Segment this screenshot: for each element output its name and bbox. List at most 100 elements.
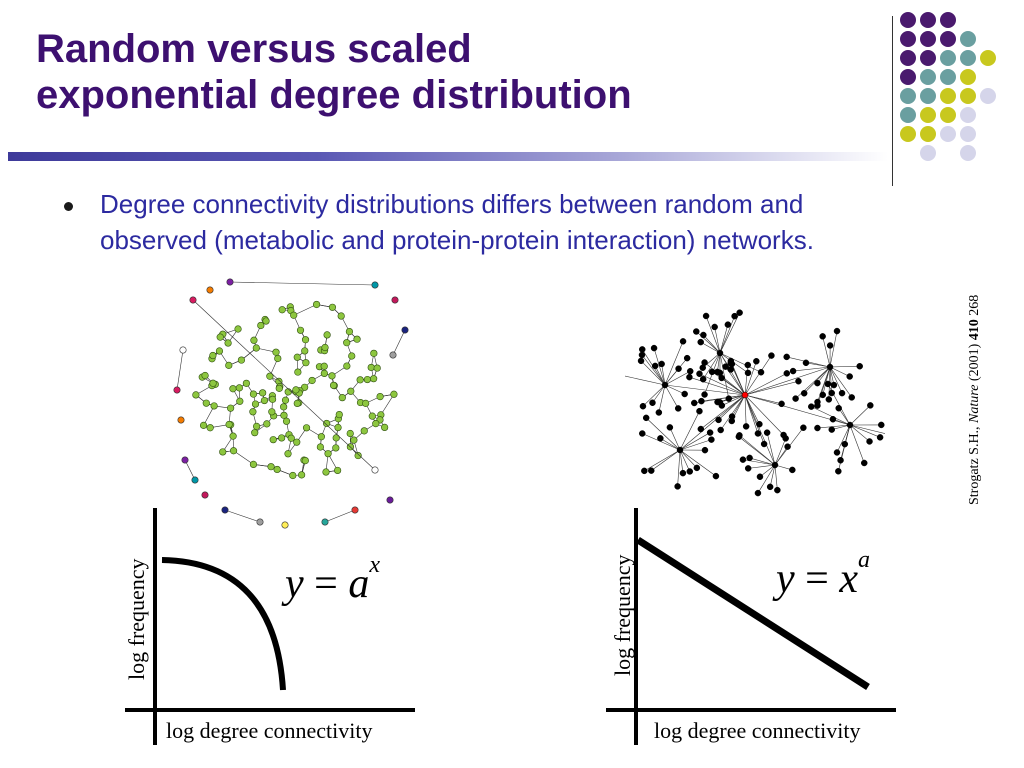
network-node [716,398,724,406]
network-node [206,424,214,432]
network-node [736,309,743,316]
network-node [826,363,834,371]
network-edge [811,406,851,426]
network-node [278,306,286,314]
network-node [199,421,208,429]
network-node [833,449,841,456]
network-node [381,423,389,432]
right-plot-ylabel: log frequency [610,554,635,676]
network-edge [700,341,721,354]
network-edge [224,509,261,523]
decorative-dot [900,107,916,123]
network-node [699,375,707,383]
network-node [317,433,325,441]
title-line-1: Random versus scaled [36,27,472,71]
decorative-dot [960,88,976,104]
left-eq-op: = [303,561,349,607]
network-node [332,444,340,452]
network-node [722,363,729,370]
network-node [638,351,646,359]
network-edge [829,365,860,368]
network-node [191,476,199,484]
decorative-dot [920,107,936,123]
decorative-dot [940,126,956,142]
network-node [237,356,246,364]
network-node [783,353,790,361]
network-node [741,391,749,399]
network-node [367,363,375,372]
network-node [824,380,832,388]
network-node [819,391,827,399]
network-edge [293,304,317,316]
network-node [782,435,789,442]
network-node [298,471,306,479]
network-edge [664,384,685,395]
title-underline [8,152,888,161]
network-edge [641,354,666,386]
network-node [837,457,844,464]
right-plot-xlabel: log degree connectivity [654,718,861,743]
network-node [735,433,743,441]
network-node [725,395,733,402]
network-edge [679,449,684,474]
network-node [716,349,724,357]
network-edge [679,394,746,451]
network-edge [719,352,731,370]
network-node [256,518,264,526]
title-line-2: exponential degree distribution [36,73,632,117]
network-edge [817,366,831,406]
left-plot-ylabel: log frequency [124,558,149,680]
network-edge [679,449,698,469]
network-node [280,403,288,411]
network-node [320,362,328,370]
network-node [699,364,706,371]
network-node [686,367,694,375]
network-node [744,369,752,377]
network-edge [719,324,729,354]
decorative-dot [960,69,976,85]
network-edge [677,449,681,487]
network-node [717,426,724,434]
network-node [210,402,218,410]
network-node [658,360,665,368]
left-plot-equation: y = ax [285,552,380,608]
network-edge [748,464,776,469]
network-edge [705,315,721,354]
network-node [215,347,224,355]
network-edge [719,316,735,354]
network-node [373,364,381,372]
network-node [329,381,338,389]
network-node [173,386,181,394]
network-edge [817,424,851,429]
network-node [251,429,259,437]
network-node [698,397,705,405]
network-node [227,404,235,412]
network-node [814,402,821,409]
network-node [250,336,258,344]
network-node [686,373,693,381]
network-node [701,391,708,398]
right-eq-lhs: y [776,556,795,602]
citation-authors: Strogatz S.H., [967,422,982,505]
network-node [201,491,209,499]
network-node [657,435,664,442]
network-node [225,361,233,369]
network-node [289,471,297,480]
network-edge [738,436,776,466]
decorative-dot [900,88,916,104]
network-node [641,467,648,475]
network-edge [664,357,688,386]
network-node [316,443,324,451]
network-node [225,420,233,429]
network-node [866,438,873,445]
network-node [321,343,329,352]
network-edge [661,363,666,386]
network-node [739,456,747,463]
right-eq-base: x [839,556,858,602]
network-node [290,311,298,319]
network-node [293,438,301,446]
network-node [202,399,210,407]
network-edge [829,366,833,394]
network-edge [679,432,711,451]
scale-free-network-diagram [625,309,885,497]
